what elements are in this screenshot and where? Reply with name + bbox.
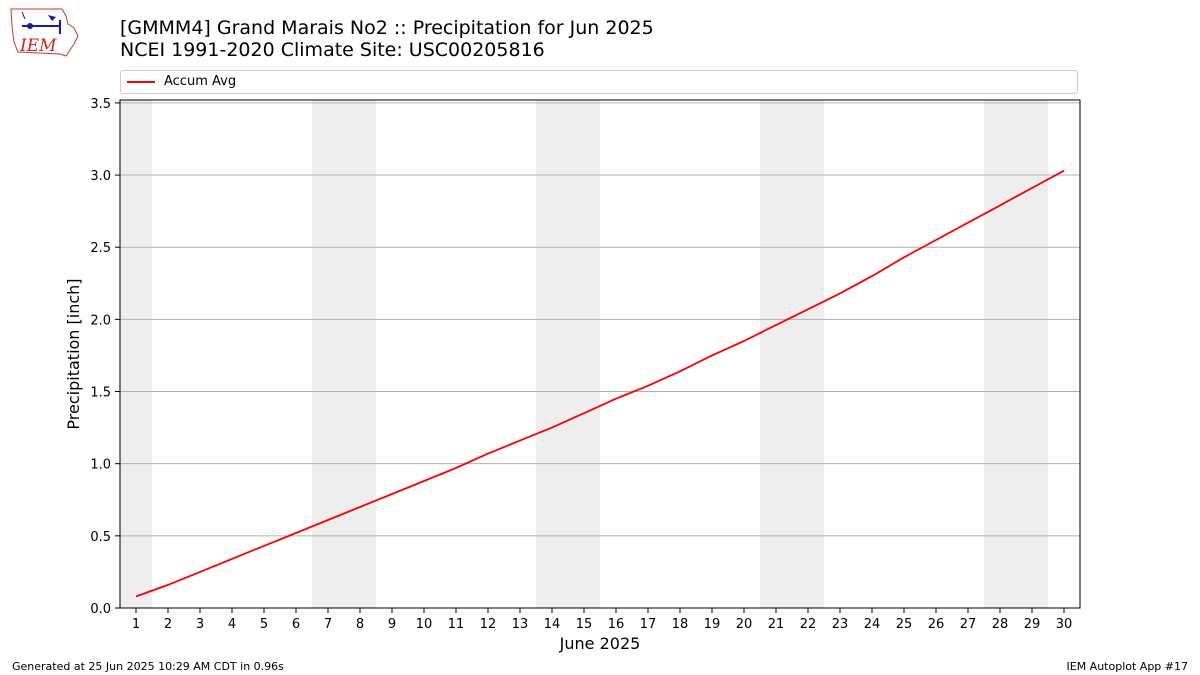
x-tick-label: 2 xyxy=(164,617,172,632)
legend: Accum Avg xyxy=(120,70,1078,94)
x-tick-label: 14 xyxy=(544,617,561,632)
x-tick-label: 13 xyxy=(512,617,529,632)
weekend-band-3 xyxy=(536,100,600,608)
legend-line-swatch xyxy=(127,81,155,83)
x-tick-label: 8 xyxy=(356,617,364,632)
x-tick-label: 16 xyxy=(608,617,625,632)
y-axis-label: Precipitation [inch] xyxy=(64,278,83,429)
footer-app: IEM Autoplot App #17 xyxy=(1066,660,1189,673)
footer-generated: Generated at 25 Jun 2025 10:29 AM CDT in… xyxy=(12,660,284,673)
y-tick-label: 2.0 xyxy=(90,313,111,328)
chart-subtitle: NCEI 1991-2020 Climate Site: USC00205816 xyxy=(120,39,545,61)
x-tick-label: 7 xyxy=(324,617,332,632)
x-tick-label: 30 xyxy=(1056,617,1073,632)
x-tick-label: 21 xyxy=(768,617,785,632)
x-tick-label: 17 xyxy=(640,617,657,632)
y-tick-label: 3.0 xyxy=(90,169,111,184)
x-tick-label: 22 xyxy=(800,617,817,632)
x-tick-label: 29 xyxy=(1024,617,1041,632)
weekend-band-4 xyxy=(760,100,824,608)
x-tick-label: 27 xyxy=(960,617,977,632)
x-tick-label: 26 xyxy=(928,617,945,632)
y-tick-label: 3.5 xyxy=(90,97,111,112)
iem-logo: IEM xyxy=(10,8,79,57)
x-tick-label: 11 xyxy=(448,617,465,632)
x-tick-label: 18 xyxy=(672,617,689,632)
y-tick-label: 0.0 xyxy=(90,602,111,617)
weekend-band-1 xyxy=(120,100,152,608)
y-tick-label: 0.5 xyxy=(90,530,111,545)
logo-text: IEM xyxy=(19,36,57,56)
x-tick-label: 10 xyxy=(416,617,433,632)
chart-title: [GMMM4] Grand Marais No2 :: Precipitatio… xyxy=(120,17,654,39)
x-tick-label: 1 xyxy=(132,617,140,632)
x-tick-label: 6 xyxy=(292,617,300,632)
x-tick-label: 23 xyxy=(832,617,849,632)
x-tick-label: 5 xyxy=(260,617,268,632)
weekend-band-5 xyxy=(984,100,1048,608)
x-tick-label: 25 xyxy=(896,617,913,632)
y-tick-label: 1.5 xyxy=(90,386,111,401)
weekend-band-2 xyxy=(312,100,376,608)
x-tick-label: 12 xyxy=(480,617,497,632)
x-tick-label: 28 xyxy=(992,617,1009,632)
series-line-accum-avg xyxy=(135,169,1065,598)
x-tick-label: 3 xyxy=(196,617,204,632)
x-tick-label: 4 xyxy=(228,617,236,632)
plot-frame xyxy=(119,99,1081,609)
x-axis-label: June 2025 xyxy=(559,634,641,653)
x-tick-label: 19 xyxy=(704,617,721,632)
legend-label: Accum Avg xyxy=(164,74,237,89)
x-tick-label: 15 xyxy=(576,617,593,632)
x-tick-label: 20 xyxy=(736,617,753,632)
x-tick-label: 24 xyxy=(864,617,881,632)
y-tick-label: 2.5 xyxy=(90,241,111,256)
x-tick-label: 9 xyxy=(388,617,396,632)
y-tick-label: 1.0 xyxy=(90,458,111,473)
